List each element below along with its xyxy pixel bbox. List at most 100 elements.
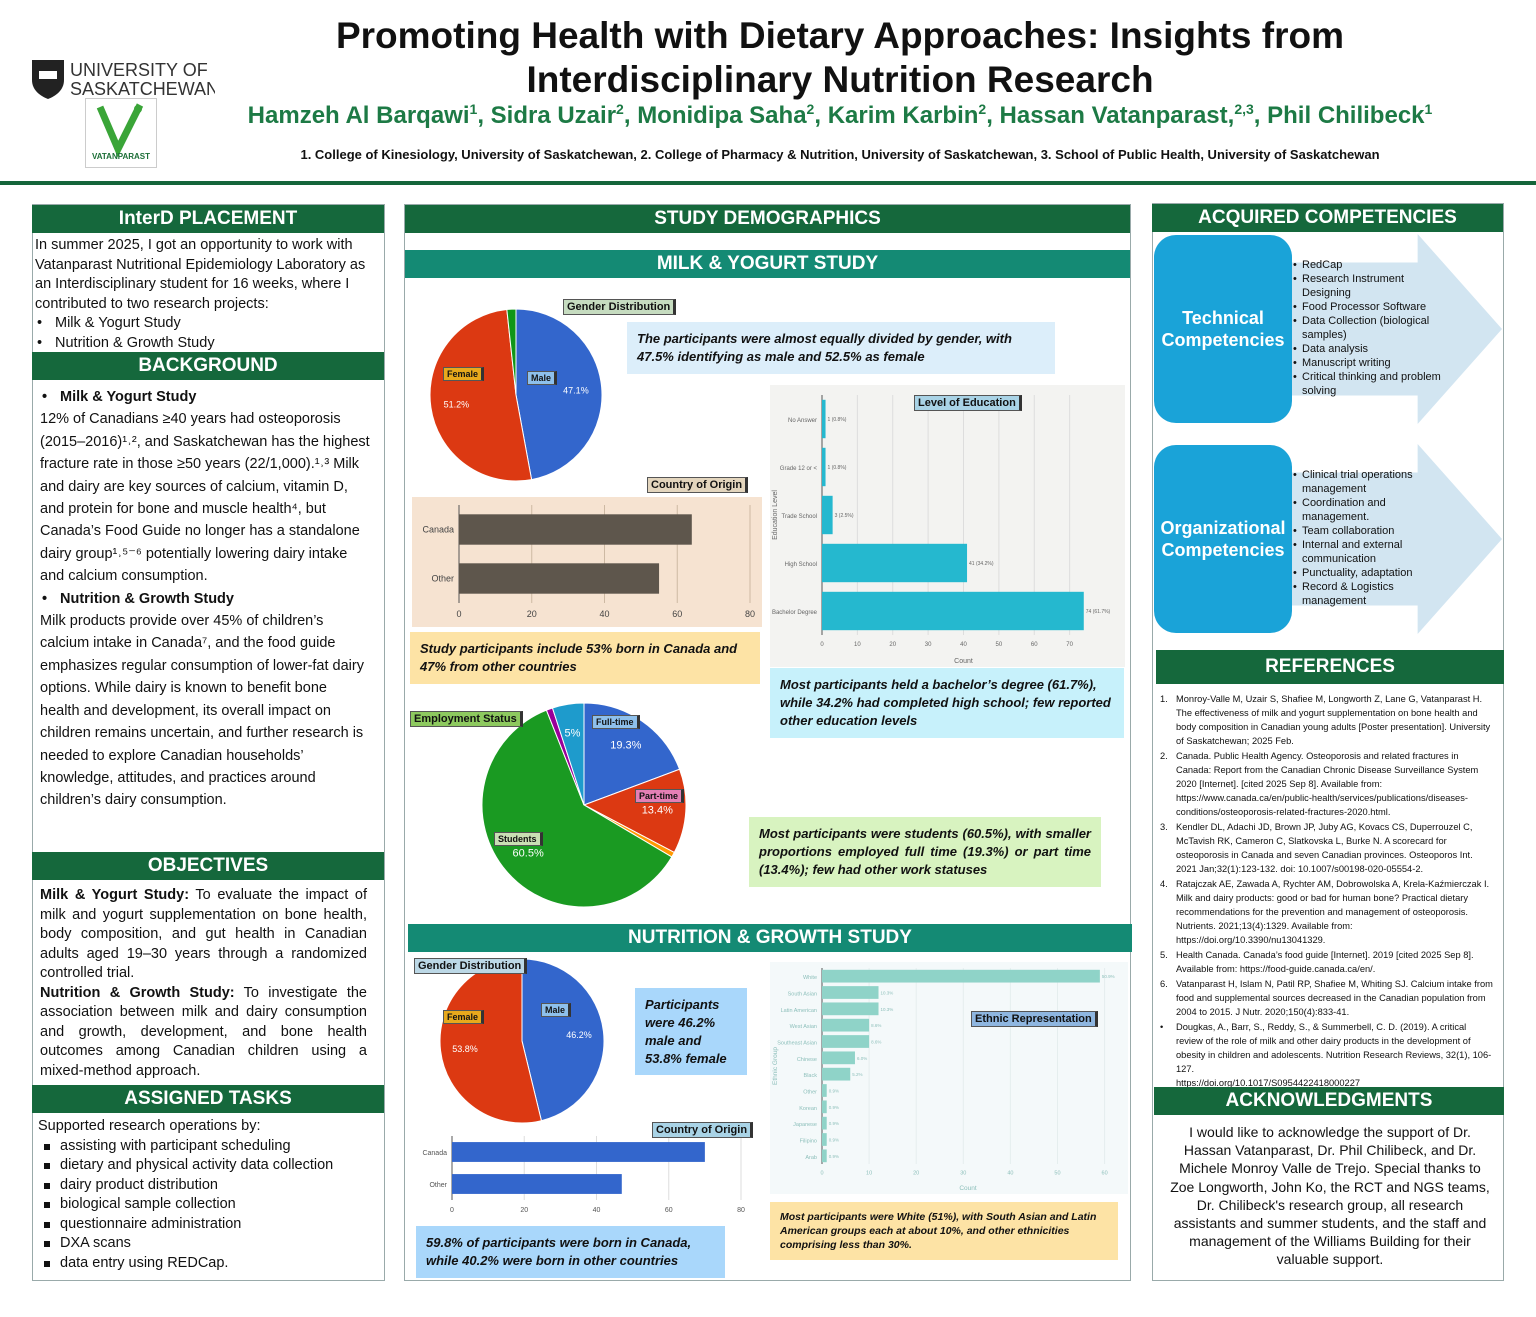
bar-data-label: 0.9% xyxy=(829,1121,839,1126)
pie-slice xyxy=(515,308,603,481)
y-category-label: Korean xyxy=(799,1106,817,1112)
y-category-label: Bachelor Degree xyxy=(772,610,818,616)
x-tick-label: 40 xyxy=(1007,1171,1013,1177)
education-bar-chart: 0 10 20 30 40 50 60 70 No Answer 1 (0.8%) Grade 12… xyxy=(772,395,1111,665)
pie-data-label: 53.8% xyxy=(452,1044,478,1054)
milk-yogurt-heading: MILK & YOGURT STUDY xyxy=(405,250,1130,278)
x-tick-label: 70 xyxy=(1066,642,1073,648)
x-tick-label: 50 xyxy=(1054,1171,1060,1177)
pie-data-label: 13.4% xyxy=(642,805,673,817)
bar xyxy=(822,447,826,487)
objective-label: Nutrition & Growth Study: xyxy=(40,984,235,1001)
reference-item: 4. Ratajczak AE, Zawada A, Rychter AM, Do… xyxy=(1160,877,1495,947)
label-students: Students xyxy=(494,832,543,846)
competency-item: Data Collection (biological samples) xyxy=(1293,314,1453,342)
chart-title: Gender Distribution xyxy=(563,299,677,315)
reference-text: Kendler DL, Adachi JD, Brown JP, Juby AG… xyxy=(1176,822,1473,874)
competency-item: Clinical trial operations management xyxy=(1293,468,1453,496)
task-item: data entry using REDCap. xyxy=(38,1254,378,1274)
x-tick-label: 60 xyxy=(1031,642,1038,648)
university-logo: UNIVERSITY OF SASKATCHEWAN xyxy=(30,57,219,99)
y-category-label: Trade School xyxy=(782,514,817,520)
bar xyxy=(822,399,826,439)
x-tick-label: 40 xyxy=(599,609,609,619)
placement-item: Nutrition & Growth Study xyxy=(35,334,380,354)
pie-slice xyxy=(521,958,605,1122)
bar-data-label: 0.9% xyxy=(829,1154,839,1159)
bar xyxy=(822,1002,879,1016)
y-category-label: Other xyxy=(431,574,454,584)
nutrition-growth-heading: NUTRITION & GROWTH STUDY xyxy=(408,924,1132,952)
technical-competencies-box: Technical Competencies xyxy=(1154,235,1292,423)
bar xyxy=(452,1142,705,1162)
reference-item: 6. Vatanparast H, Islam N, Patil RP, Shaf… xyxy=(1160,977,1495,1019)
gender-pie-chart-ng: 46.2% 53.8% xyxy=(439,958,605,1124)
competencies-heading: ACQUIRED COMPETENCIES xyxy=(1152,204,1503,232)
pie-slice xyxy=(481,709,673,908)
bar xyxy=(822,1051,855,1065)
background-heading: BACKGROUND xyxy=(32,352,384,380)
reference-text: Health Canada. Canada’s food guide [Inte… xyxy=(1176,950,1474,974)
header-divider xyxy=(0,181,1536,185)
reference-link[interactable]: https://doi.org/10.1017/S095442241800022… xyxy=(1176,1078,1361,1088)
bar-data-label: 41 (34.2%) xyxy=(969,561,994,567)
x-tick-label: 60 xyxy=(1102,1171,1108,1177)
x-tick-label: 50 xyxy=(996,642,1003,648)
ethnic-callout: Most participants were White (51%), with… xyxy=(770,1202,1118,1260)
chart-title: Gender Distribution xyxy=(414,958,528,974)
competency-item: Punctuality, adaptation xyxy=(1293,566,1453,580)
author-affiliation-number: 2 xyxy=(978,101,987,117)
pie-data-label: 47.1% xyxy=(563,386,589,396)
employment-callout: Most participants were students (60.5%),… xyxy=(749,817,1101,887)
reference-text: Vatanparast H, Islam N, Patil RP, Shafie… xyxy=(1176,979,1493,1017)
affiliations: 1. College of Kinesiology, University of… xyxy=(300,147,1380,162)
ethnic-bar-chart: 0 10 20 30 40 50 60 White 50.9% South Asian 10.3% L… xyxy=(772,968,1115,1192)
author-affiliation-number: 1 xyxy=(1424,101,1433,117)
bar xyxy=(822,543,968,583)
pie-data-label: 19.3% xyxy=(610,740,641,752)
country-bar-chart-ng: 0 20 40 60 80 Canada Other xyxy=(422,1136,745,1214)
competency-item: Internal and external communication xyxy=(1293,538,1453,566)
objective-label: Milk & Yogurt Study: xyxy=(40,887,190,903)
author-name: Hassan Vatanparast,2,3, xyxy=(999,101,1268,129)
y-category-label: Arab xyxy=(805,1155,817,1161)
svg-text:SASKATCHEWAN: SASKATCHEWAN xyxy=(70,79,215,99)
x-axis-label: Count xyxy=(959,1185,977,1192)
placement-text: In summer 2025, I got an opportunity to … xyxy=(35,237,366,312)
pie-data-label: 5% xyxy=(565,727,581,739)
tasks-heading: ASSIGNED TASKS xyxy=(32,1085,384,1113)
x-tick-label: 60 xyxy=(665,1207,673,1214)
chart-title: Level of Education xyxy=(914,395,1022,411)
bar xyxy=(822,591,1084,631)
x-tick-label: 0 xyxy=(820,1171,823,1177)
pie-slice xyxy=(506,308,517,396)
y-category-label: High School xyxy=(785,562,817,568)
reference-number: 3. xyxy=(1160,822,1168,832)
reference-number: 4. xyxy=(1160,879,1168,889)
reference-number: 6. xyxy=(1160,979,1168,989)
x-tick-label: 20 xyxy=(527,609,537,619)
competency-item: Coordination and management. xyxy=(1293,496,1453,524)
gender-pie-chart-milk: 47.1% 51.2% xyxy=(429,308,603,482)
bar xyxy=(822,1067,851,1081)
background-section: Milk & Yogurt Study 12% of Canadians ≥40… xyxy=(40,386,370,812)
references-list: 1. Monroy-Valle M, Uzair S, Shafiee M, Lo… xyxy=(1160,692,1495,1091)
gender-callout-milk: The participants were almost equally div… xyxy=(627,322,1055,374)
reference-item: 1. Monroy-Valle M, Uzair S, Shafiee M, Lo… xyxy=(1160,692,1495,748)
background-subtitle: Nutrition & Growth Study xyxy=(40,588,370,611)
country-callout-milk: Study participants include 53% born in C… xyxy=(410,632,760,684)
svg-text:VATANPARAST: VATANPARAST xyxy=(92,152,150,161)
objective-text: To evaluate the impact of milk and yogur… xyxy=(40,887,367,981)
pie-slice xyxy=(551,702,585,806)
label-male: Male xyxy=(527,371,558,385)
y-category-label: West Asian xyxy=(790,1024,817,1030)
x-tick-label: 20 xyxy=(520,1207,528,1214)
reference-item: 5. Health Canada. Canada’s food guide [In… xyxy=(1160,948,1495,976)
task-item: questionnaire administration xyxy=(38,1215,378,1235)
author-name: Hamzeh Al Barqawi1, xyxy=(247,101,491,129)
label-part-time: Part-time xyxy=(635,789,685,803)
author-name: Karim Karbin2, xyxy=(827,101,1000,129)
y-category-label: Other xyxy=(429,1182,447,1189)
bar xyxy=(822,495,833,535)
x-tick-label: 10 xyxy=(854,642,861,648)
